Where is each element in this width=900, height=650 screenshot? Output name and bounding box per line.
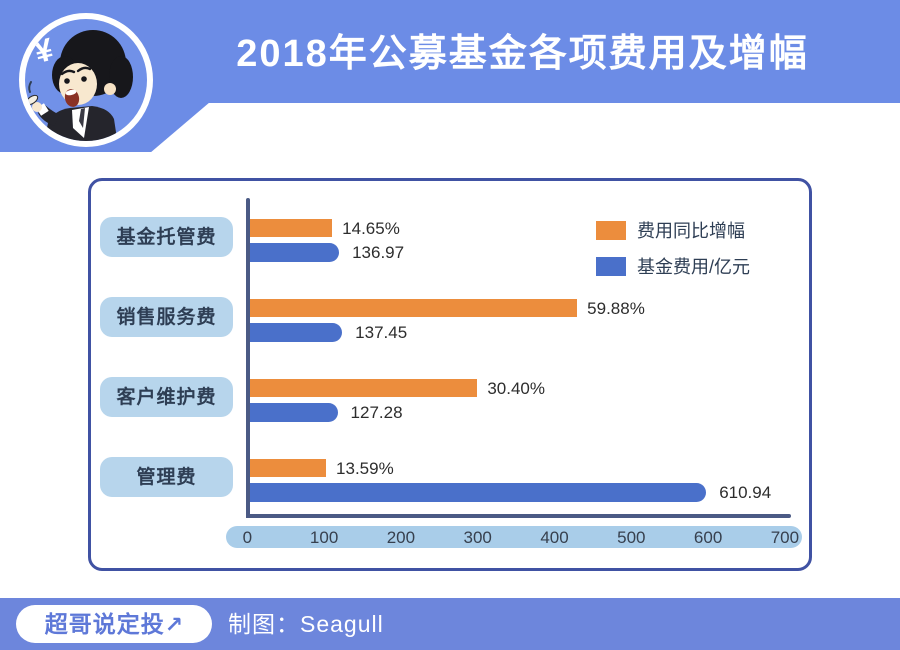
- hand: [32, 102, 42, 112]
- x-tick: 600: [693, 528, 723, 547]
- chart-row: 管理费 13.59% 610.94: [91, 457, 809, 537]
- y-axis-line: [246, 198, 250, 518]
- pct-bar: [250, 379, 478, 397]
- pct-bar: [250, 219, 333, 237]
- motion-line-2: [28, 81, 32, 93]
- eyebrow-right: [76, 66, 92, 73]
- footer-banner: 超哥说定投↗ 制图：Seagull: [0, 598, 900, 650]
- x-axis-band: 0 100 200 300 400 500 600 700: [226, 526, 802, 548]
- x-tick: 700: [770, 528, 800, 547]
- category-pill: 客户维护费: [100, 377, 233, 417]
- legend-swatch-blue: [596, 257, 626, 276]
- fee-bar: [250, 243, 340, 262]
- eye-left: [64, 78, 70, 84]
- brand-badge: 超哥说定投↗: [16, 605, 212, 643]
- x-tick: 100: [309, 528, 339, 547]
- fee-bar: [250, 403, 338, 422]
- page-title: 2018年公募基金各项费用及增幅: [236, 33, 809, 75]
- pct-bar: [250, 299, 578, 317]
- legend-label: 费用同比增幅: [637, 221, 745, 241]
- category-pill: 销售服务费: [100, 297, 233, 337]
- x-axis-line: [246, 514, 791, 518]
- teeth: [65, 89, 77, 96]
- pct-value: 13.59%: [336, 459, 394, 478]
- tie: [79, 108, 85, 128]
- x-tick: 0: [242, 528, 253, 547]
- pct-value: 30.40%: [487, 379, 545, 398]
- category-pill: 管理费: [100, 457, 233, 497]
- fee-value: 137.45: [355, 323, 408, 342]
- fee-bar: [250, 483, 707, 502]
- chart-row: 销售服务费 59.88% 137.45: [91, 297, 809, 377]
- pct-bar: [250, 459, 327, 477]
- brand-name: 超哥说定投: [44, 611, 165, 637]
- rising-arrow-icon: ↗: [164, 612, 184, 637]
- credit-text: 制图：Seagull: [228, 611, 384, 637]
- legend-label: 基金费用/亿元: [637, 257, 751, 277]
- pct-value: 14.65%: [342, 219, 400, 238]
- fee-bar: [250, 323, 343, 342]
- eye-right: [81, 76, 87, 82]
- chart-row: 基金托管费 14.65% 136.97: [91, 217, 809, 297]
- fee-value: 610.94: [719, 483, 772, 502]
- pct-value: 59.88%: [587, 299, 645, 318]
- chart-row: 客户维护费 30.40% 127.28: [91, 377, 809, 457]
- x-tick: 300: [463, 528, 492, 547]
- fee-value: 127.28: [350, 403, 403, 422]
- x-tick: 500: [617, 528, 646, 547]
- category-pill: 基金托管费: [100, 217, 233, 257]
- legend-swatch-orange: [596, 221, 626, 240]
- eyebrow-left: [60, 69, 76, 76]
- x-tick: 400: [540, 528, 569, 547]
- legend: 费用同比增幅 基金费用/亿元: [596, 221, 806, 277]
- fee-value: 136.97: [352, 243, 405, 262]
- chart-panel: 基金托管费 14.65% 136.97 销售服务费 59.88% 137.45 …: [88, 178, 812, 571]
- ear: [104, 83, 116, 95]
- plot-area: 基金托管费 14.65% 136.97 销售服务费 59.88% 137.45 …: [91, 181, 809, 568]
- x-tick: 200: [386, 528, 416, 547]
- avatar: ¥: [19, 13, 153, 147]
